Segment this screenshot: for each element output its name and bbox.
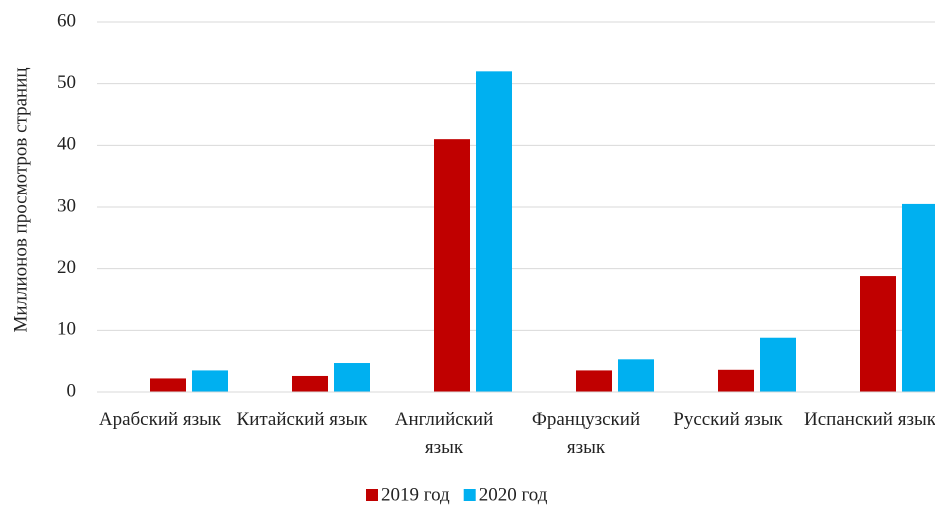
- legend-label: 2020 год: [479, 484, 548, 505]
- bar: [718, 369, 754, 392]
- bar: [576, 370, 612, 392]
- bar: [150, 378, 186, 392]
- x-tick-label: Французский язык: [531, 409, 641, 458]
- bar: [192, 370, 228, 392]
- bar: [476, 71, 512, 392]
- bar: [292, 375, 328, 392]
- bar: [902, 203, 935, 392]
- legend-label: 2019 год: [381, 484, 450, 505]
- x-tick-label: Английский язык: [394, 409, 494, 458]
- bar: [434, 139, 470, 392]
- y-tick-label: 40: [57, 134, 76, 155]
- bar: [760, 337, 796, 392]
- y-tick-label: 10: [57, 319, 76, 340]
- x-tick-label: Китайский язык: [236, 409, 368, 430]
- bar: [860, 276, 896, 392]
- legend-swatch: [463, 489, 476, 501]
- y-tick-label: 20: [57, 257, 76, 278]
- legend-swatch: [366, 489, 378, 501]
- x-tick-label: Русский язык: [673, 409, 783, 430]
- bar: [618, 359, 654, 392]
- y-tick-label: 0: [67, 380, 77, 401]
- y-tick-label: 30: [57, 195, 76, 216]
- y-tick-label: 60: [57, 10, 76, 31]
- x-tick-label: Испанский язык: [804, 409, 935, 430]
- bar: [334, 363, 370, 392]
- y-tick-label: 50: [57, 72, 76, 93]
- x-tick-label: Арабский язык: [98, 409, 222, 430]
- y-axis-label: Миллионов просмотров страниц: [10, 67, 31, 332]
